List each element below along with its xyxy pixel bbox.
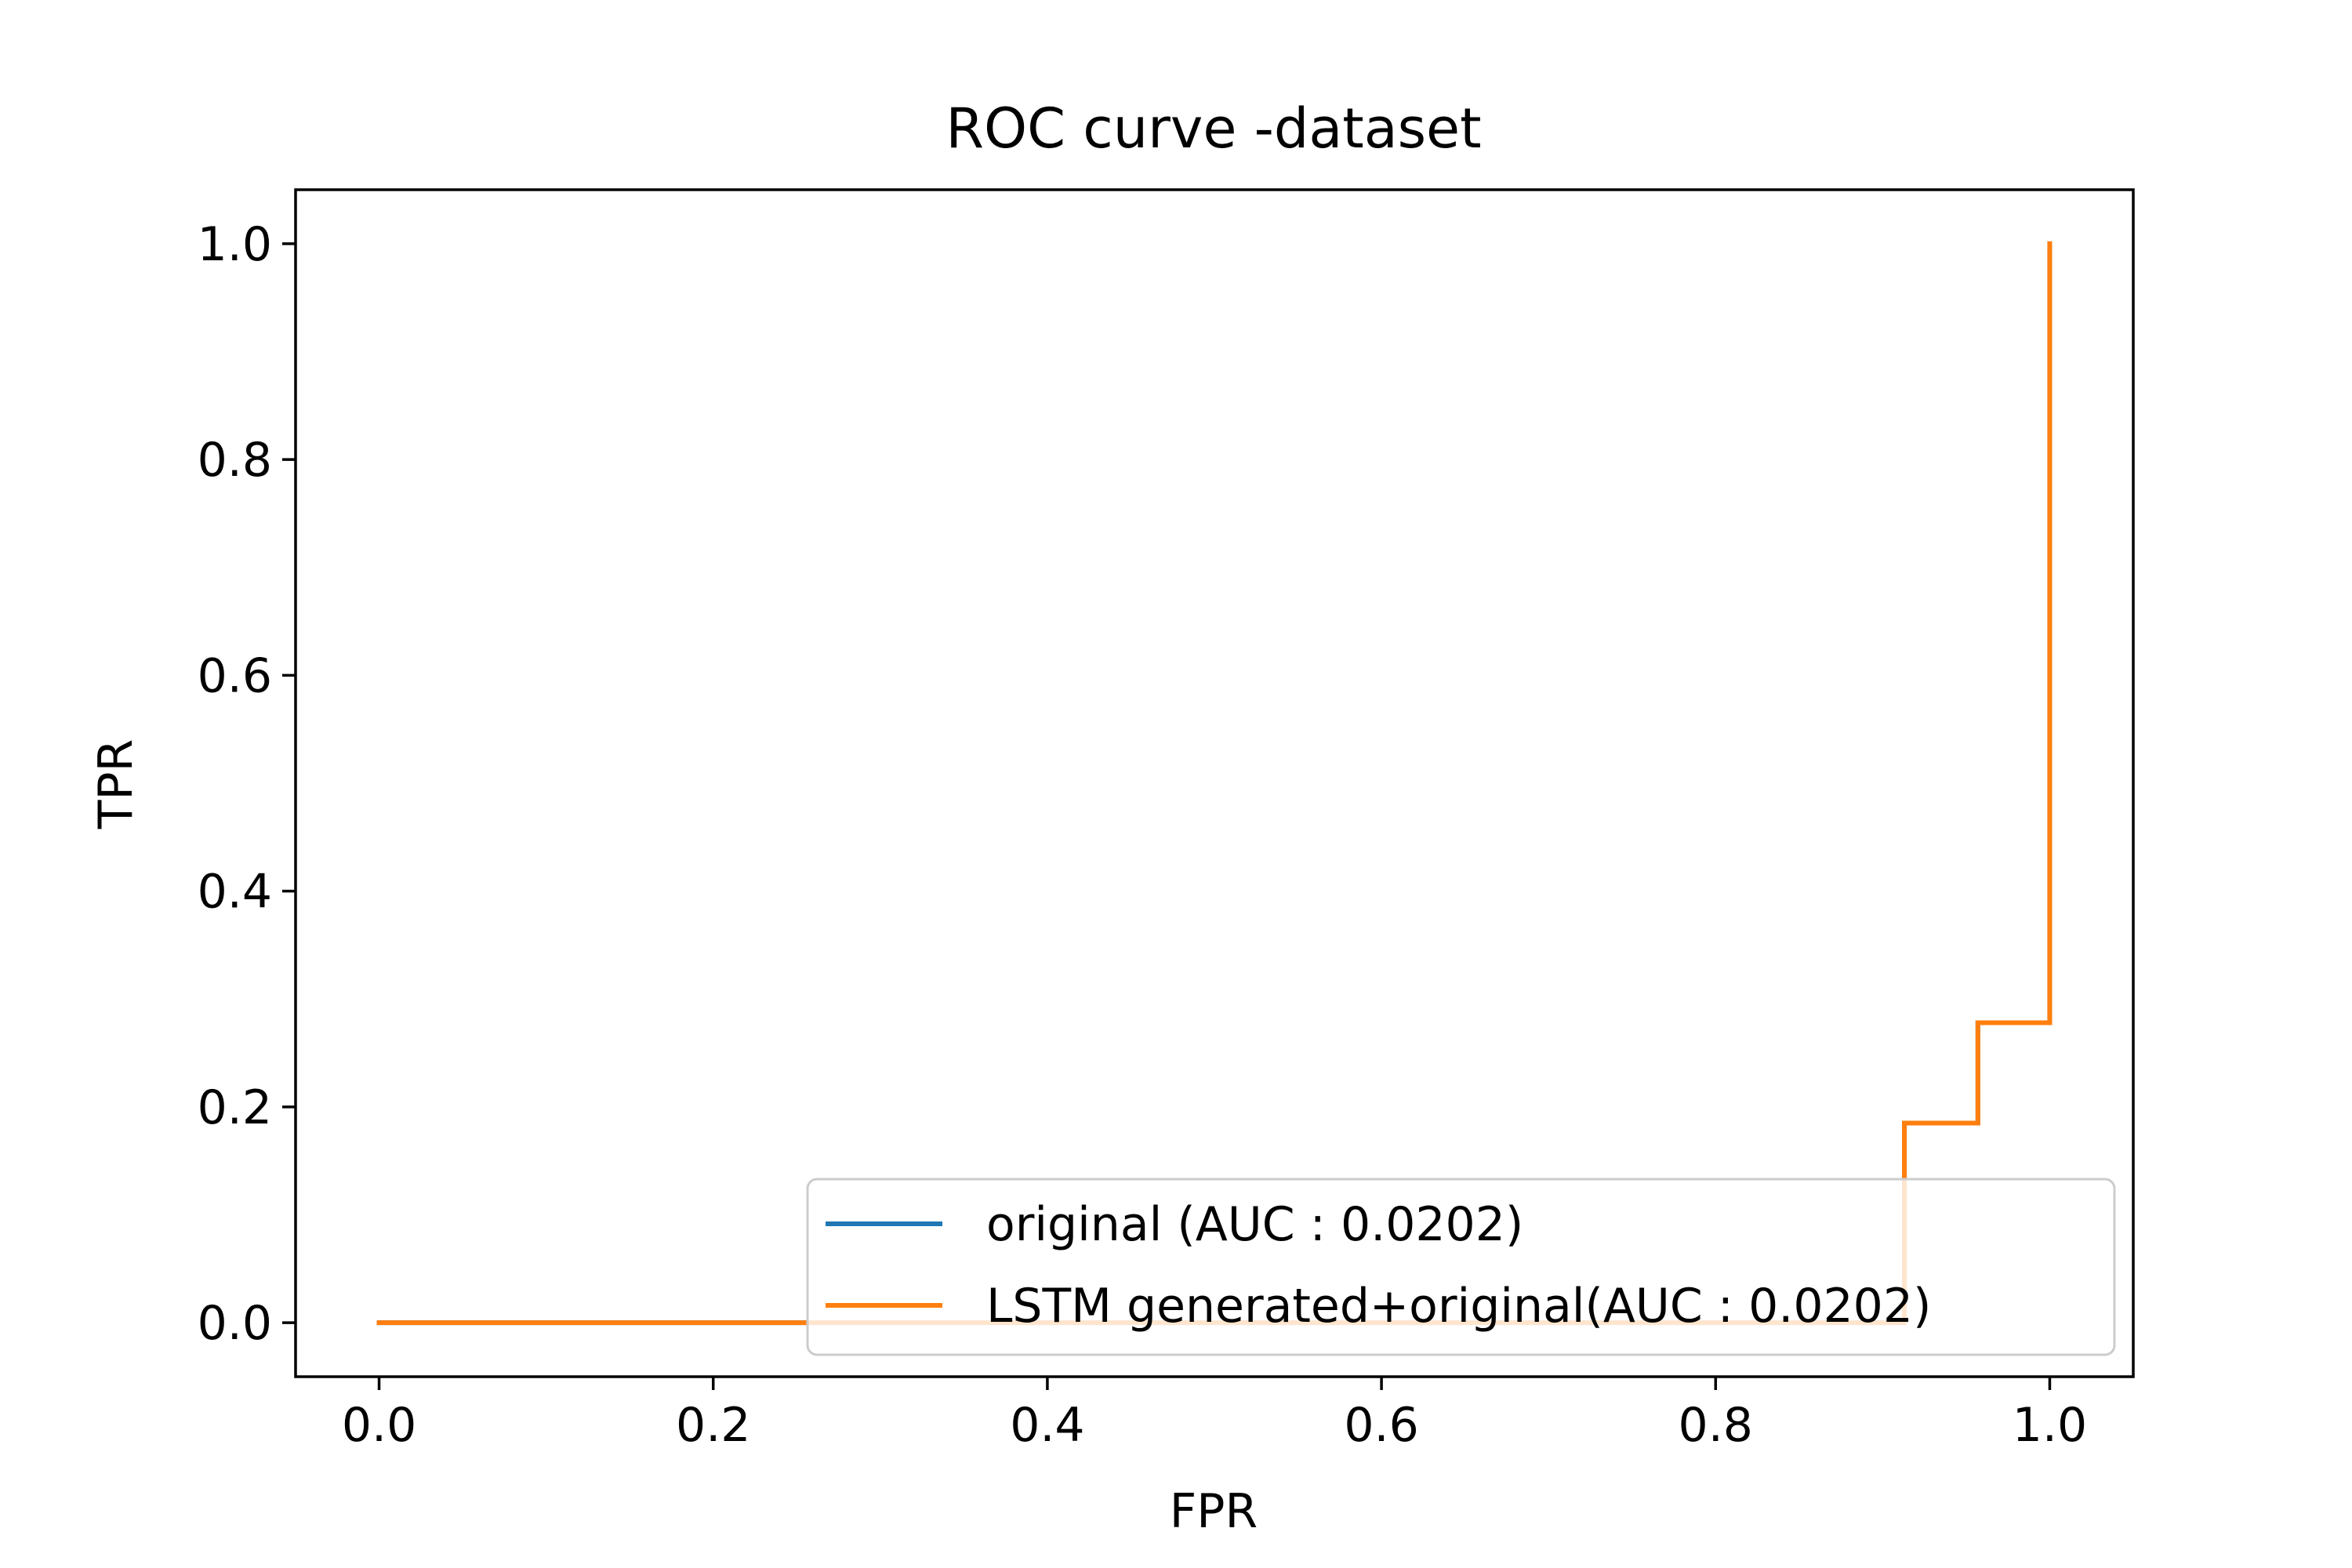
y-tick-label: 0.2	[198, 1080, 272, 1135]
y-tick-label: 0.8	[198, 433, 272, 488]
y-tick-label: 1.0	[198, 217, 272, 272]
chart-title: ROC curve -dataset	[946, 96, 1481, 161]
x-tick-label: 0.8	[1679, 1398, 1753, 1453]
x-tick-label: 0.2	[676, 1398, 750, 1453]
y-tick-label: 0.4	[198, 865, 272, 920]
y-tick-label: 0.0	[198, 1296, 272, 1351]
axes-frame	[294, 188, 2135, 1378]
legend: original (AUC : 0.0202) LSTM generated+or…	[806, 1178, 2116, 1356]
x-tick-label: 0.4	[1010, 1398, 1084, 1453]
legend-label-1: original (AUC : 0.0202)	[986, 1197, 1523, 1252]
y-tick-label: 0.6	[198, 648, 272, 703]
y-axis-label: TPR	[89, 739, 143, 830]
legend-label-2: LSTM generated+original(AUC : 0.0202)	[986, 1279, 1931, 1334]
x-tick-label: 1.0	[2013, 1398, 2087, 1453]
x-tick-label: 0.6	[1344, 1398, 1418, 1453]
x-tick-label: 0.0	[342, 1398, 416, 1453]
legend-box	[806, 1178, 2116, 1356]
x-axis-label: FPR	[1170, 1484, 1258, 1539]
